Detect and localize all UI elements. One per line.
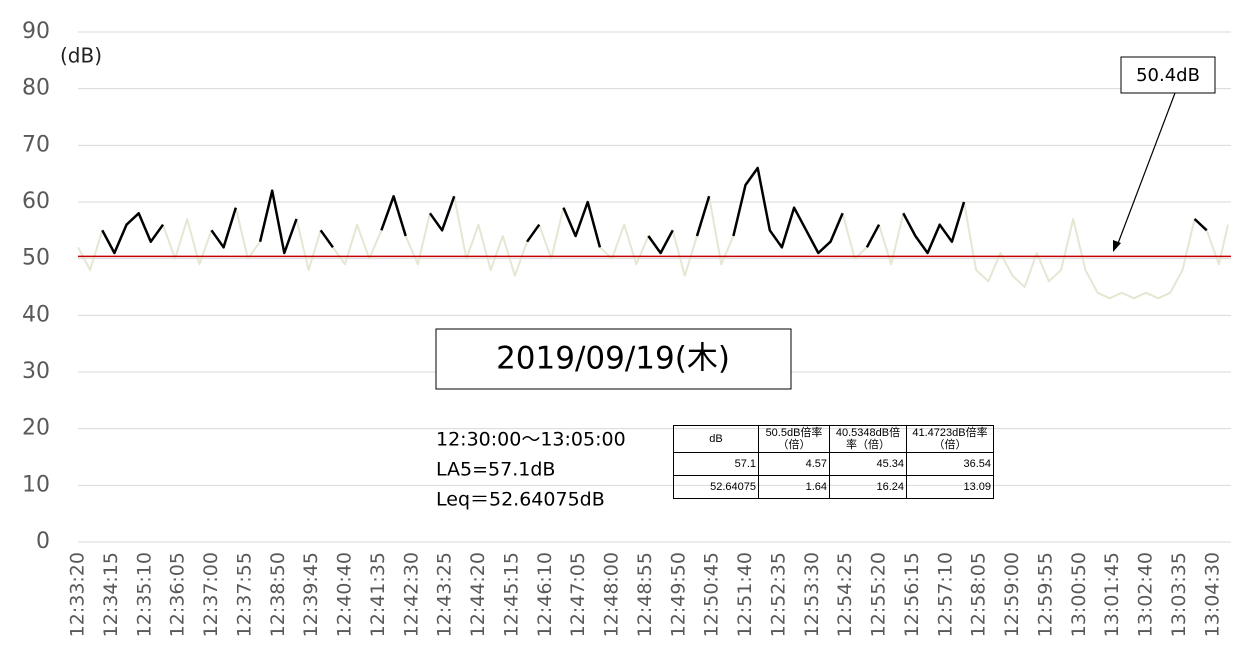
table-row: 52.64075 1.64 16.24 13.09 xyxy=(673,475,994,499)
x-tick-label: 12:46:10 xyxy=(534,552,556,637)
x-tick-label: 12:44:20 xyxy=(467,552,489,637)
y-tick-label: 0 xyxy=(36,529,50,554)
x-tick-label: 12:55:20 xyxy=(868,552,890,637)
x-tick-label: 12:48:00 xyxy=(601,552,623,637)
y-tick-label: 20 xyxy=(22,416,50,441)
y-tick-label: 30 xyxy=(22,359,50,384)
x-tick-label: 12:54:25 xyxy=(834,552,856,637)
x-tick-label: 12:41:35 xyxy=(367,552,389,637)
x-tick-label: 12:50:45 xyxy=(701,552,723,637)
x-tick-label: 12:34:15 xyxy=(100,552,122,637)
x-tick-label: 13:03:35 xyxy=(1168,552,1190,637)
series-line xyxy=(77,167,1229,300)
table: dB 50.5dB倍率（倍） 40.5348dB倍率（倍） 41.4723dB倍… xyxy=(673,425,994,499)
callout-box xyxy=(1120,56,1216,94)
x-tick-label: 12:59:55 xyxy=(1034,552,1056,637)
cell: 45.34 xyxy=(829,452,907,476)
note: Leq＝52.64075dB xyxy=(436,489,605,511)
x-tick-label: 12:45:15 xyxy=(500,552,522,637)
x-tick-label: 12:36:05 xyxy=(167,552,189,637)
x-tick-label: 12:47:05 xyxy=(567,552,589,637)
cell: 57.1 xyxy=(673,452,759,476)
x-tick-label: 12:40:40 xyxy=(334,552,356,637)
x-tick-label: 13:02:40 xyxy=(1135,552,1157,637)
x-tick-label: 13:04:30 xyxy=(1201,552,1223,637)
y-tick-label: 80 xyxy=(22,76,50,101)
x-tick-label: 12:57:10 xyxy=(934,552,956,637)
y-tick-label: 70 xyxy=(22,132,50,157)
y-tick-label: 10 xyxy=(22,472,50,497)
note: 12:30:00〜13:05:00 xyxy=(436,429,626,451)
arrow-head xyxy=(1113,240,1121,252)
table-row: 57.1 4.57 45.34 36.54 xyxy=(673,452,994,476)
note: LA5=57.1dB xyxy=(436,459,555,481)
x-tick-label: 12:39:45 xyxy=(300,552,322,637)
x-tick-label: 12:49:50 xyxy=(667,552,689,637)
x-tick-label: 12:42:30 xyxy=(400,552,422,637)
x-tick-label: 12:37:55 xyxy=(233,552,255,637)
x-tick-label: 12:43:25 xyxy=(434,552,456,637)
cell: 50.5dB倍率（倍） xyxy=(758,425,830,453)
callout-arrow xyxy=(1116,92,1176,247)
x-tick-label: 12:37:00 xyxy=(200,552,222,637)
x-tick-label: 12:58:05 xyxy=(968,552,990,637)
x-tick-label: 12:38:50 xyxy=(267,552,289,637)
x-tick-label: 13:01:45 xyxy=(1101,552,1123,637)
date: 2019/09/19(木) xyxy=(496,341,730,377)
x-tick-label: 12:59:00 xyxy=(1001,552,1023,637)
cell: 16.24 xyxy=(829,475,907,499)
y-tick-label: 90 xyxy=(22,19,50,44)
date-box xyxy=(435,328,792,390)
cell: 40.5348dB倍率（倍） xyxy=(829,425,907,453)
y-tick-label: 60 xyxy=(22,189,50,214)
y-tick-label: 50 xyxy=(22,246,50,271)
cell: 4.57 xyxy=(758,452,830,476)
cell: 13.09 xyxy=(906,475,994,499)
y-tick-label: 40 xyxy=(22,302,50,327)
cell: 1.64 xyxy=(758,475,830,499)
x-tick-label: 12:53:30 xyxy=(801,552,823,637)
x-tick-label: 12:56:15 xyxy=(901,552,923,637)
x-tick-label: 12:52:35 xyxy=(767,552,789,637)
cell: 41.4723dB倍率（倍） xyxy=(906,425,994,453)
x-tick-label: 12:48:55 xyxy=(634,552,656,637)
x-tick-label: 13:00:50 xyxy=(1068,552,1090,637)
series-line xyxy=(102,168,1228,253)
table-header: dB 50.5dB倍率（倍） 40.5348dB倍率（倍） 41.4723dB倍… xyxy=(673,425,994,453)
cell: dB xyxy=(673,425,759,453)
callout-label: 50.4dB xyxy=(1136,65,1200,86)
x-tick-label: 12:51:40 xyxy=(734,552,756,637)
cell: 52.64075 xyxy=(673,475,759,499)
cell: 36.54 xyxy=(906,452,994,476)
x-tick-label: 12:35:10 xyxy=(133,552,155,637)
y-unit: (dB) xyxy=(60,44,102,68)
x-tick-label: 12:33:20 xyxy=(67,552,89,637)
